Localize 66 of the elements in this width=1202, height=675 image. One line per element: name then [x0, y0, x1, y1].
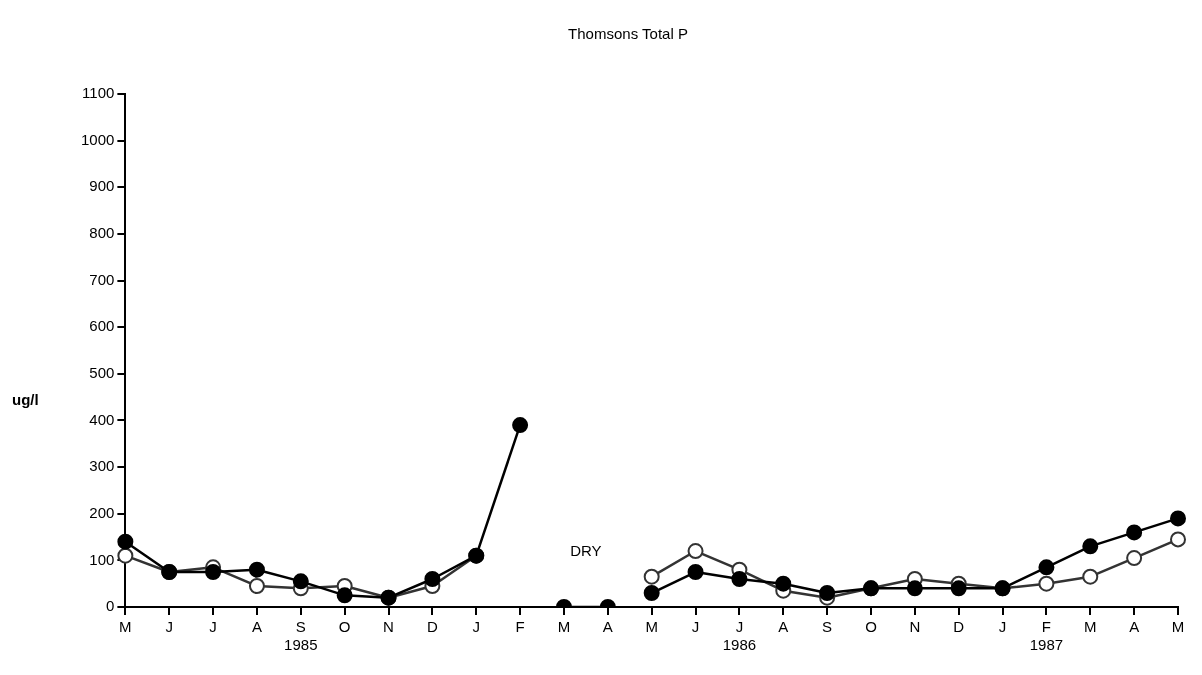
x-tick-label: F [515, 618, 525, 636]
y-tick-label: 800 [89, 224, 115, 242]
point [1082, 538, 1099, 555]
y-tick-label: 300 [89, 457, 115, 475]
x-tick-label: J [472, 618, 480, 636]
point [1038, 559, 1055, 576]
point [205, 564, 222, 581]
x-tick-label: S 1985 [284, 618, 318, 654]
point [950, 580, 967, 597]
point [336, 587, 353, 604]
y-tick-label: 0 [106, 597, 115, 615]
y-tick-label: 500 [89, 363, 115, 381]
chart-title: Thomsons Total P [568, 25, 688, 43]
annotation: DRY [570, 542, 602, 560]
point [248, 578, 265, 595]
point [643, 568, 660, 585]
point [248, 561, 265, 578]
x-tick-label: O [865, 618, 877, 636]
x-tick-label: D [953, 618, 965, 636]
y-tick-label: 1100 [82, 84, 115, 102]
point [1170, 531, 1186, 548]
y-tick-label: 100 [89, 550, 115, 568]
x-tick-label: J [209, 618, 217, 636]
point [1126, 524, 1143, 541]
x-tick-label: O [338, 618, 351, 636]
x-tick-label: S [822, 618, 833, 636]
x-tick-label: M [557, 618, 571, 636]
point [1170, 510, 1186, 527]
x-tick-label: J [691, 618, 700, 636]
y-tick-label: 700 [89, 270, 115, 288]
x-tick-label: N [909, 618, 921, 636]
x-tick-label: D [426, 618, 438, 636]
x-tick-label: J [165, 618, 173, 636]
y-tick-label: 200 [89, 503, 115, 521]
point [117, 533, 134, 550]
x-tick-label: M [1171, 618, 1185, 636]
x-tick-label: A [1129, 618, 1140, 636]
y-tick-label: 400 [89, 410, 115, 428]
point [1126, 550, 1143, 567]
point [1082, 568, 1099, 585]
y-tick-label: 900 [89, 177, 115, 195]
point [1038, 575, 1055, 592]
x-tick-label: A [251, 618, 262, 636]
y-tick-label: 600 [89, 317, 115, 335]
point [687, 564, 704, 581]
y-tick-label: 1000 [80, 130, 115, 148]
point [643, 585, 660, 602]
x-tick-label: N [383, 618, 394, 636]
x-tick-label: M [119, 618, 132, 636]
point [819, 585, 836, 602]
x-tick-label: J [998, 618, 1007, 636]
point [117, 547, 134, 564]
point [775, 575, 792, 592]
x-tick-label: A [602, 618, 613, 636]
x-tick-label: M [1084, 618, 1097, 636]
point [292, 573, 309, 590]
x-tick-label: J 1986 [722, 618, 757, 654]
point [512, 417, 529, 434]
point [687, 543, 704, 560]
point [731, 571, 748, 588]
point [906, 580, 923, 597]
y-axis-title: ug/l [12, 390, 39, 408]
x-tick-label: M [645, 618, 658, 636]
point [424, 571, 441, 588]
x-tick-label: F 1987 [1029, 618, 1064, 654]
x-tick-label: A [778, 618, 789, 636]
